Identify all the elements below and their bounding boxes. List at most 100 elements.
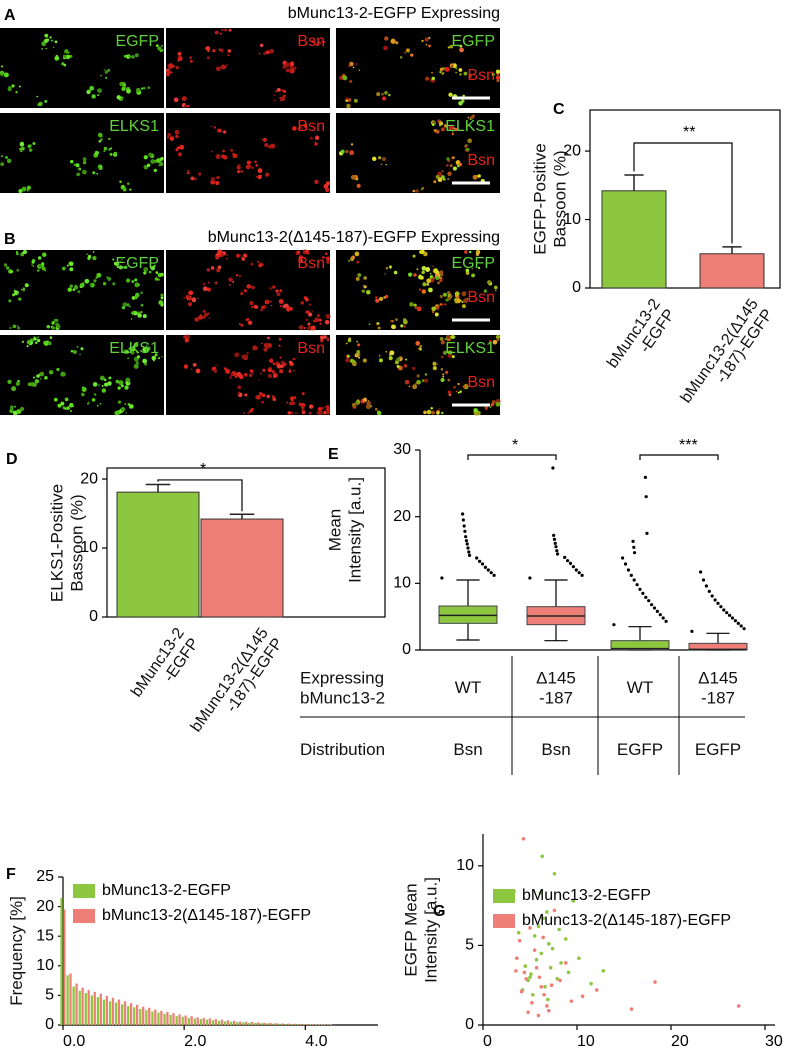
punctum: [147, 86, 151, 89]
whisker: [544, 624, 568, 642]
y-tick-label: 10: [80, 539, 98, 556]
bar: [211, 1020, 215, 1025]
punctum: [237, 391, 240, 394]
panel-letter: C: [553, 101, 565, 118]
punctum: [442, 350, 447, 355]
punctum: [198, 315, 203, 320]
panel-letter: G: [433, 903, 445, 920]
legend-label: bMunc13-2-EGFP: [522, 887, 651, 904]
y-tick-label: 10: [393, 575, 411, 592]
punctum: [451, 354, 455, 359]
point: [531, 992, 535, 997]
punctum: [104, 70, 109, 74]
punctum: [362, 397, 368, 402]
punctum: [447, 171, 452, 176]
outlier: [462, 524, 466, 528]
punctum: [168, 64, 174, 69]
point: [541, 935, 545, 940]
punctum: [412, 384, 418, 390]
punctum: [222, 155, 228, 160]
punctum: [459, 73, 462, 76]
punctum: [440, 368, 444, 371]
bar: [169, 1014, 172, 1025]
punctum: [246, 284, 251, 289]
punctum: [484, 407, 488, 411]
x-tick-label: 30: [765, 1033, 783, 1050]
punctum: [8, 299, 12, 303]
bar: [172, 1013, 175, 1025]
punctum: [193, 177, 197, 181]
punctum: [449, 44, 454, 49]
punctum: [408, 385, 411, 388]
punctum: [44, 376, 48, 380]
punctum: [493, 285, 498, 290]
punctum: [279, 304, 282, 307]
point: [522, 970, 527, 975]
punctum: [33, 376, 36, 379]
punctum: [88, 401, 90, 403]
punctum: [271, 395, 275, 399]
outlier: [701, 578, 706, 582]
punctum: [342, 75, 348, 81]
punctum: [227, 49, 232, 53]
bar: [154, 1009, 157, 1025]
punctum: [424, 378, 429, 383]
punctum: [99, 402, 102, 405]
punctum: [173, 97, 179, 103]
punctum: [26, 188, 29, 191]
bar: [123, 1001, 127, 1025]
punctum: [107, 277, 112, 281]
punctum: [3, 263, 8, 267]
punctum: [303, 326, 306, 330]
punctum: [283, 303, 289, 309]
bar: [275, 1023, 278, 1025]
punctum: [447, 350, 453, 356]
punctum: [356, 260, 360, 264]
punctum: [280, 99, 283, 102]
punctum: [93, 279, 97, 283]
channel-label: EGFP: [451, 33, 495, 50]
punctum: [385, 163, 387, 166]
bar: [245, 1021, 248, 1025]
panel-letter: A: [4, 7, 16, 24]
punctum: [428, 287, 433, 293]
bar: [175, 1016, 178, 1025]
outlier: [460, 512, 465, 516]
punctum: [424, 37, 429, 42]
punctum: [314, 179, 319, 185]
whisker: [456, 579, 480, 606]
punctum: [51, 39, 54, 42]
punctum: [102, 282, 107, 286]
punctum: [459, 44, 463, 48]
outlier: [736, 621, 740, 625]
punctum: [489, 406, 492, 408]
punctum: [284, 62, 290, 68]
punctum: [395, 318, 398, 322]
punctum: [348, 259, 351, 262]
punctum: [127, 351, 130, 354]
punctum: [414, 305, 418, 309]
punctum: [395, 41, 399, 45]
punctum: [345, 358, 350, 363]
punctum: [183, 296, 186, 299]
point: [515, 956, 519, 960]
punctum: [449, 294, 453, 298]
micrograph: [0, 250, 164, 330]
punctum: [396, 357, 401, 362]
punctum: [445, 298, 449, 302]
punctum: [140, 291, 143, 295]
punctum: [247, 411, 250, 415]
punctum: [116, 95, 121, 100]
punctum: [349, 61, 354, 67]
punctum: [18, 85, 21, 88]
bar: [117, 999, 121, 1025]
punctum: [326, 337, 330, 341]
punctum: [270, 304, 273, 307]
punctum: [41, 41, 47, 47]
legend-label: bMunc13-2(Δ145-187)-EGFP: [522, 912, 731, 929]
punctum: [34, 379, 40, 384]
punctum: [21, 288, 23, 291]
punctum: [228, 28, 232, 32]
punctum: [122, 266, 124, 269]
punctum: [388, 356, 393, 361]
